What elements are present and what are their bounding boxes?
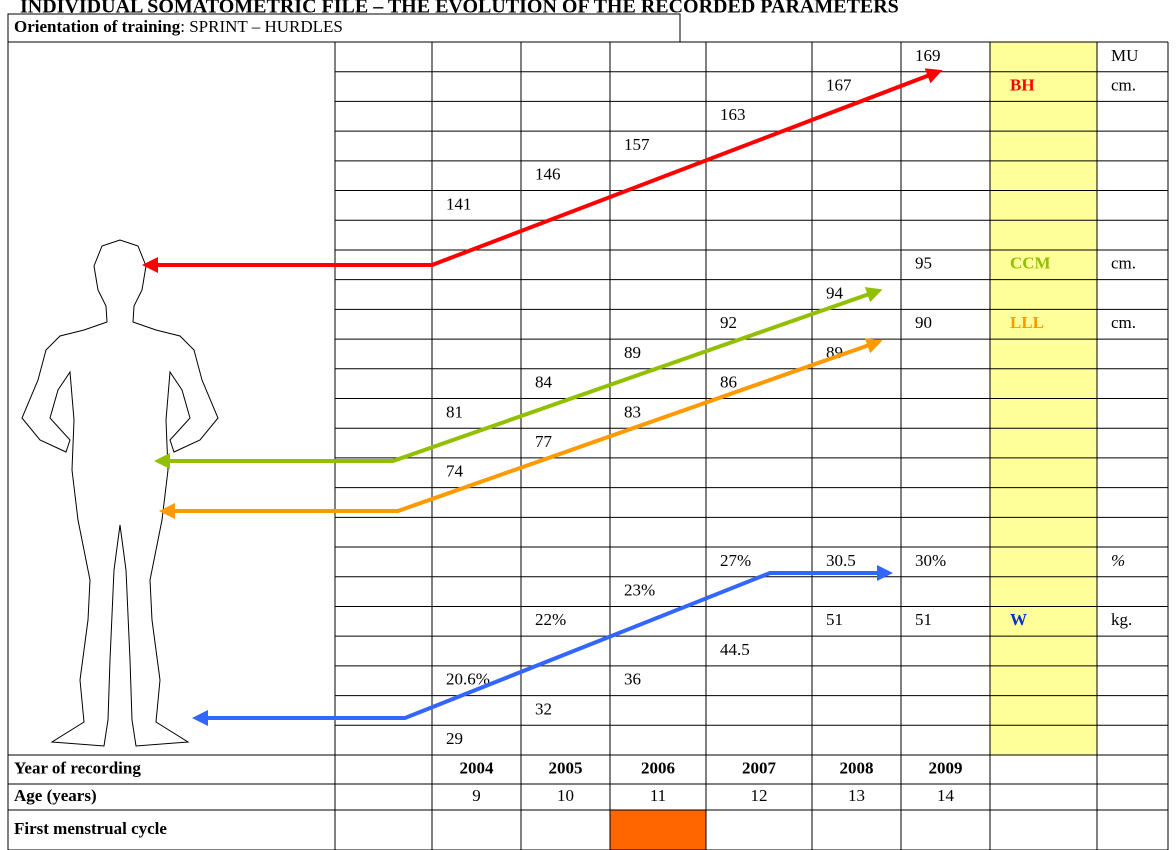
value-cell: 30%: [915, 551, 946, 570]
unit: %: [1111, 551, 1125, 570]
value-cell: 90: [915, 313, 932, 332]
value-cell: 32: [535, 699, 552, 718]
unit: cm.: [1111, 75, 1136, 94]
year: 2008: [840, 758, 874, 777]
value-cell: 141: [446, 194, 472, 213]
value-cell: 146: [535, 165, 561, 184]
value-cell: 44.5: [720, 640, 750, 659]
age: 13: [848, 786, 865, 805]
year: 2009: [929, 758, 963, 777]
value-cell: 51: [826, 610, 843, 629]
w-arrow: [200, 573, 885, 718]
somatometric-file: INDIVIDUAL SOMATOMETRIC FILE – THE EVOLU…: [0, 0, 1176, 850]
value-cell: 89: [624, 343, 641, 362]
value-cell: 36: [624, 670, 641, 689]
value-cell: 163: [720, 105, 746, 124]
value-cell: 23%: [624, 581, 655, 600]
value-cell: 94: [826, 283, 844, 302]
value-cell: 92: [720, 313, 737, 332]
value-cell: 29: [446, 729, 463, 748]
age: 11: [650, 786, 666, 805]
value-cell: 51: [915, 610, 932, 629]
year: 2005: [549, 758, 583, 777]
value-cell: 30.5: [826, 551, 856, 570]
year: 2004: [460, 758, 495, 777]
parameter-label: BH: [1010, 75, 1035, 94]
value-cell: 74: [446, 462, 464, 481]
value-cell: 83: [624, 402, 641, 421]
value-cell: 81: [446, 402, 463, 421]
value-cell: 77: [535, 432, 553, 451]
orientation-value: : SPRINT – HURDLES: [180, 17, 343, 36]
value-cell: 167: [826, 75, 852, 94]
value-cell: 95: [915, 254, 932, 273]
row-label: Year of recording: [14, 758, 141, 777]
unit: MU: [1111, 46, 1138, 65]
value-cell: 22%: [535, 610, 566, 629]
parameter-label: CCM: [1010, 254, 1051, 273]
unit: cm.: [1111, 254, 1136, 273]
value-cell: 27%: [720, 551, 751, 570]
age: 10: [557, 786, 574, 805]
unit: kg.: [1111, 610, 1132, 629]
value-cell: 157: [624, 135, 650, 154]
orientation: Orientation of training: SPRINT – HURDLE…: [14, 17, 343, 36]
value-cell: 86: [720, 373, 737, 392]
page: INDIVIDUAL SOMATOMETRIC FILE – THE EVOLU…: [0, 0, 1176, 850]
parameter-label: W: [1010, 610, 1027, 629]
orientation-label: Orientation of training: [14, 17, 181, 36]
year: 2006: [641, 758, 675, 777]
ccm-arrow: [162, 292, 875, 461]
value-cell: 84: [535, 373, 553, 392]
year: 2007: [742, 758, 777, 777]
row-label: Age (years): [14, 786, 97, 805]
human-silhouette: [22, 240, 218, 746]
row-label: First menstrual cycle: [14, 819, 167, 838]
age: 12: [751, 786, 768, 805]
parameter-label: LLL: [1010, 313, 1044, 332]
unit: cm.: [1111, 313, 1136, 332]
value-cell: 169: [915, 46, 941, 65]
age: 14: [937, 786, 955, 805]
menstrual-mark: [610, 810, 706, 850]
age: 9: [472, 786, 481, 805]
